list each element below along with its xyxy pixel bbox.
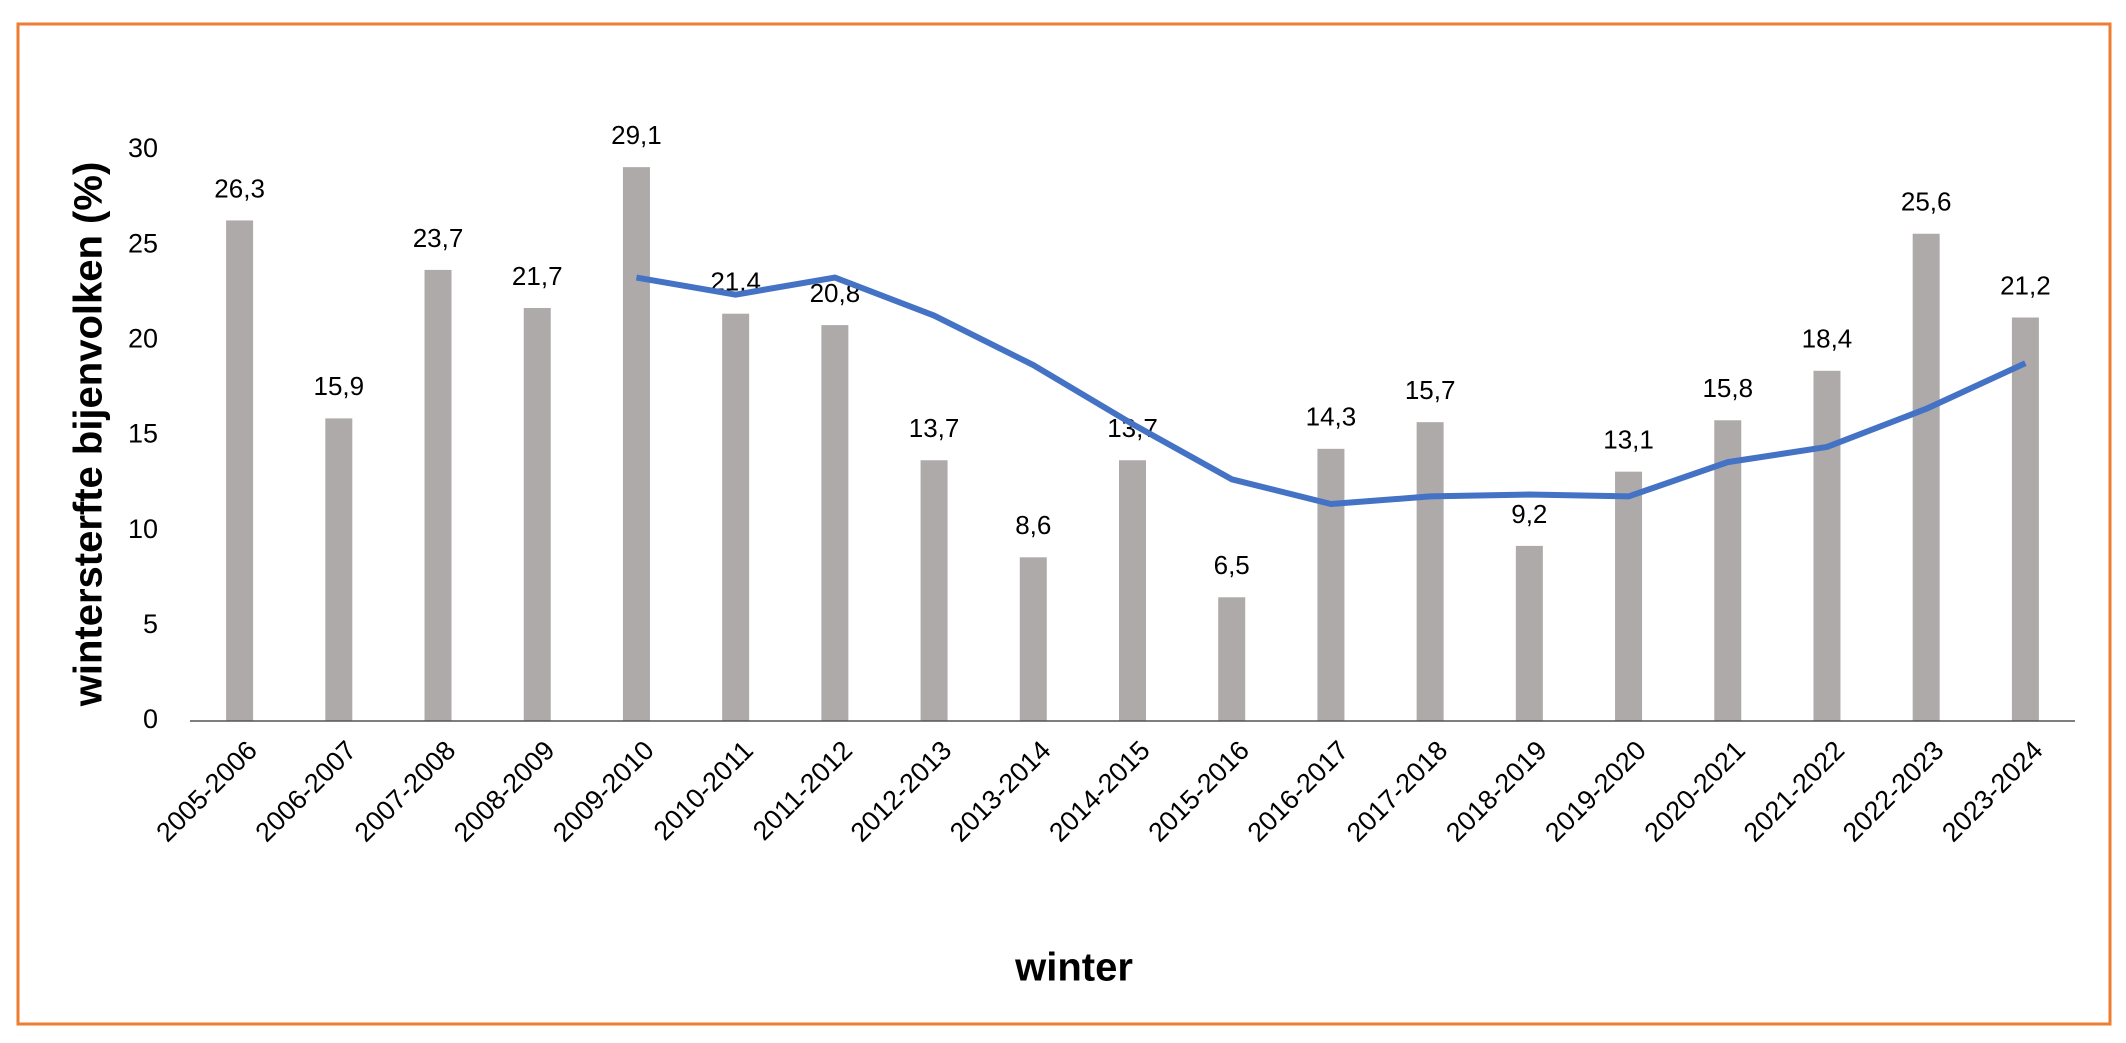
x-axis-title: winter	[1014, 946, 1133, 990]
y-tick-label: 5	[143, 609, 158, 639]
bar	[1218, 597, 1246, 721]
y-tick-label: 15	[128, 419, 158, 449]
bar	[1416, 422, 1444, 721]
value-label: 23,7	[413, 223, 464, 253]
bar	[325, 418, 353, 721]
value-label: 21,7	[512, 261, 563, 291]
bar	[1119, 460, 1146, 721]
y-tick-label: 30	[128, 133, 158, 163]
value-label: 13,1	[1603, 425, 1654, 455]
bar	[1515, 545, 1543, 721]
bar	[920, 460, 948, 721]
bar	[722, 313, 750, 721]
bar	[1813, 370, 1841, 721]
value-label: 25,6	[1901, 187, 1952, 217]
value-label: 15,8	[1702, 373, 1753, 403]
value-label: 8,6	[1015, 510, 1051, 540]
bar	[821, 325, 849, 721]
value-label: 9,2	[1511, 499, 1547, 529]
value-label: 26,3	[214, 173, 265, 203]
y-tick-label: 20	[128, 323, 158, 353]
value-label: 13,7	[1107, 413, 1158, 443]
bar	[226, 220, 254, 721]
value-label: 14,3	[1306, 402, 1357, 432]
bar	[1317, 448, 1345, 721]
chart-border	[16, 22, 2112, 1026]
y-tick-label: 25	[128, 228, 158, 258]
bar	[622, 167, 650, 721]
trend-line	[635, 274, 2027, 508]
y-axis-title: wintersterfte bijenvolken (%)	[67, 162, 111, 708]
bar	[1615, 471, 1643, 721]
value-label: 15,7	[1405, 375, 1456, 405]
bar	[2011, 317, 2039, 721]
value-label: 29,1	[611, 120, 662, 150]
value-label: 21,2	[2000, 270, 2051, 300]
value-label: 15,9	[314, 371, 365, 401]
bar	[523, 307, 551, 721]
value-label: 18,4	[1802, 324, 1853, 354]
value-label: 6,5	[1214, 550, 1250, 580]
bar	[1714, 420, 1742, 721]
y-tick-label: 0	[143, 704, 158, 734]
bar	[1019, 557, 1047, 721]
value-label: 13,7	[909, 413, 960, 443]
bar	[424, 269, 452, 721]
y-tick-label: 10	[128, 514, 158, 544]
bar	[1912, 233, 1940, 721]
